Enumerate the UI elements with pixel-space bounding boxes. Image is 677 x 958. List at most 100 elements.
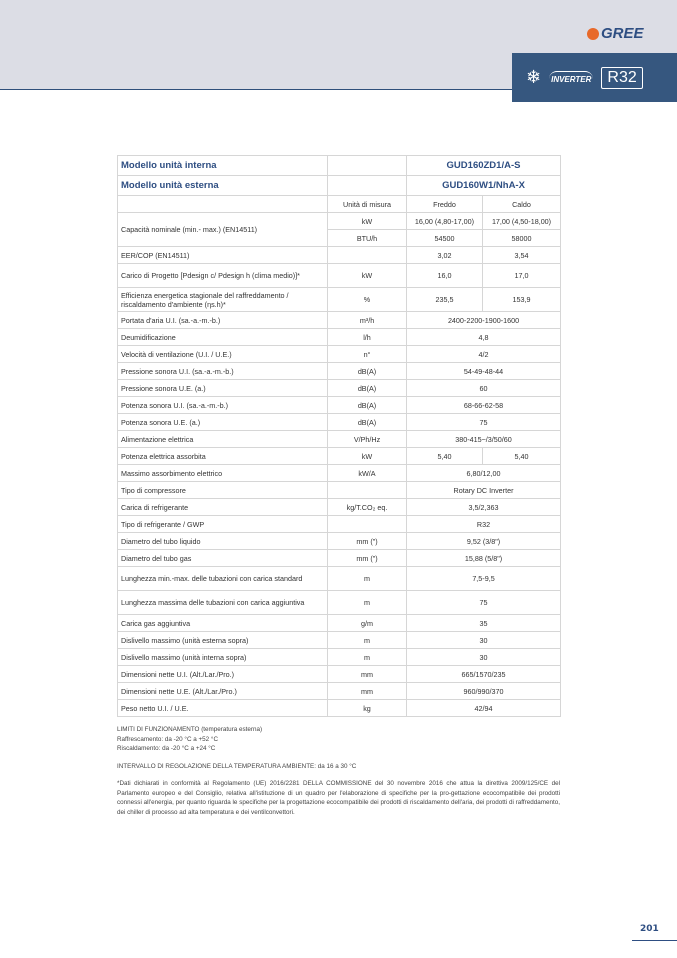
row-label: Pressione sonora U.I. (sa.-a.-m.-b.) (117, 362, 328, 380)
table-row: Pressione sonora U.I. (sa.-a.-m.-b.) dB(A… (117, 362, 562, 380)
table-row: EER/COP (EN14511) 3,02 3,54 (117, 246, 562, 264)
cell-value: 3,5/2,363 (405, 498, 562, 516)
table-row: Potenza sonora U.E. (a.) dB(A) 75 (117, 413, 562, 431)
table-row: Dislivello massimo (unità esterna sopra)… (117, 631, 562, 649)
table-row: Massimo assorbimento elettrico kW/A 6,80/1… (117, 464, 562, 482)
cell-value: mm (") (327, 549, 407, 567)
row-label: Potenza elettrica assorbita (117, 447, 328, 465)
table-row: Peso netto U.I. / U.E. kg 42/94 (117, 699, 562, 717)
cell-value: 60 (405, 379, 562, 397)
cell-value: 7,5-9,5 (405, 566, 562, 591)
table-row: Carico di Progetto [Pdesign c/ Pdesign h… (117, 263, 562, 288)
cell-value: 54-49-48-44 (405, 362, 562, 380)
row-label: Carico di Progetto [Pdesign c/ Pdesign h… (117, 263, 328, 288)
gree-logo-mark-icon (587, 27, 599, 40)
cell-cold: 54500 (406, 229, 483, 247)
cell-value: m³/h (327, 311, 407, 329)
cell-value: dB(A) (327, 396, 407, 414)
cell-value: dB(A) (327, 362, 407, 380)
cell-value: 30 (405, 631, 562, 649)
outdoor-model: GUD160W1/NhA-X (405, 175, 562, 196)
cell-value: m (327, 566, 407, 591)
feature-badges: ❄ INVERTER R32 (512, 53, 677, 102)
table-row: Tipo di compressore Rotary DC Inverter (117, 481, 562, 499)
cell-value: 5,40 (481, 447, 562, 465)
cell-value: 235,5 (406, 287, 483, 312)
cell-unit: kW (327, 212, 407, 230)
cell-value: 665/1570/235 (405, 665, 562, 683)
notes: LIMITI DI FUNZIONAMENTO (temperatura est… (117, 725, 560, 817)
cell-value: 3,54 (481, 246, 562, 264)
cell-value: 9,52 (3/8") (405, 532, 562, 550)
table-row: Lunghezza min.-max. delle tubazioni con … (117, 566, 562, 591)
cell-value: mm (327, 665, 407, 683)
row-label: Potenza sonora U.E. (a.) (117, 413, 328, 431)
row-label: Carica di refrigerante (117, 498, 328, 516)
cell-value: m (327, 590, 407, 615)
r32-badge: R32 (601, 66, 643, 89)
cell-value: n° (327, 345, 407, 363)
table-row: Portata d'aria U.I. (sa.-a.-m.-b.) m³/h 24… (117, 311, 562, 329)
row-label: Massimo assorbimento elettrico (117, 464, 328, 482)
cell-value: m (327, 631, 407, 649)
table-row: Diametro del tubo gas mm (") 15,88 (5/8") (117, 549, 562, 567)
cell-value (327, 246, 407, 264)
table-row: Diametro del tubo liquido mm (") 9,52 (3/8… (117, 532, 562, 550)
cooling-limits: Raffrescamento: da -20 °C a +52 °C (117, 735, 218, 743)
header-divider (0, 89, 512, 90)
logo-text: GREE (601, 25, 644, 42)
row-label: Deumidificazione (117, 328, 328, 346)
row-label: EER/COP (EN14511) (117, 246, 328, 264)
table-row: Carica di refrigerante kg/T.CO₂ eq. 3,5/2,… (117, 498, 562, 516)
col-unit: Unità di misura (327, 195, 407, 213)
col-cold: Freddo (406, 195, 483, 213)
table-row: Dimensioni nette U.I. (Alt./Lar./Pro.) mm… (117, 665, 562, 683)
cell-value: 2400-2200-1900-1600 (405, 311, 562, 329)
cell-value: kW (327, 263, 407, 288)
table-row: Dislivello massimo (unità interna sopra)… (117, 648, 562, 666)
cell-value: 75 (405, 413, 562, 431)
cell-value: Rotary DC Inverter (405, 481, 562, 499)
cell-value: V/Ph/Hz (327, 430, 407, 448)
table-row: Alimentazione elettrica V/Ph/Hz 380-415~/3… (117, 430, 562, 448)
cell-value: kg/T.CO₂ eq. (327, 498, 407, 516)
table-row: Deumidificazione l/h 4,8 (117, 328, 562, 346)
cell-value: kg (327, 699, 407, 717)
temperature-range: INTERVALLO DI REGOLAZIONE DELLA TEMPERAT… (117, 762, 357, 770)
table-row: Lunghezza massima delle tubazioni con ca… (117, 590, 562, 615)
cell-value: mm (327, 682, 407, 700)
cell-value: 6,80/12,00 (405, 464, 562, 482)
footnote: *Dati dichiarati in conformità al Regola… (117, 780, 560, 816)
row-label: Pressione sonora U.E. (a.) (117, 379, 328, 397)
cell-value: 75 (405, 590, 562, 615)
cell-value: 153,9 (481, 287, 562, 312)
row-label: Tipo di refrigerante / GWP (117, 515, 328, 533)
cell-unit: BTU/h (327, 229, 407, 247)
cell-value (327, 515, 407, 533)
cell-value: 5,40 (406, 447, 483, 465)
cell-value: 4,8 (405, 328, 562, 346)
cell-value: kW/A (327, 464, 407, 482)
row-label: Peso netto U.I. / U.E. (117, 699, 328, 717)
row-label: Dislivello massimo (unità interna sopra) (117, 648, 328, 666)
page-number-rule (632, 940, 677, 941)
row-label: Tipo di compressore (117, 481, 328, 499)
cell-value: 4/2 (405, 345, 562, 363)
row-label: Potenza sonora U.I. (sa.-a.-m.-b.) (117, 396, 328, 414)
table-row: Potenza elettrica assorbita kW 5,40 5,40 (117, 447, 562, 465)
cell-value: 42/94 (405, 699, 562, 717)
cell-value: mm (") (327, 532, 407, 550)
row-label: Dislivello massimo (unità esterna sopra) (117, 631, 328, 649)
row-label: Lunghezza min.-max. delle tubazioni con … (117, 566, 328, 591)
table-row: Carica gas aggiuntiva g/m 35 (117, 614, 562, 632)
row-label: Portata d'aria U.I. (sa.-a.-m.-b.) (117, 311, 328, 329)
inverter-badge: INVERTER (549, 71, 594, 84)
cell-value: % (327, 287, 407, 312)
capacity-label: Capacità nominale (min.- max.) (EN14511) (117, 212, 328, 247)
table-row: Tipo di refrigerante / GWP R32 (117, 515, 562, 533)
cell-value: g/m (327, 614, 407, 632)
cell-cold: 16,00 (4,80-17,00) (406, 212, 483, 230)
outdoor-label: Modello unità esterna (117, 175, 328, 196)
cell-value: 380-415~/3/50/60 (405, 430, 562, 448)
indoor-model: GUD160ZD1/A-S (405, 155, 562, 176)
